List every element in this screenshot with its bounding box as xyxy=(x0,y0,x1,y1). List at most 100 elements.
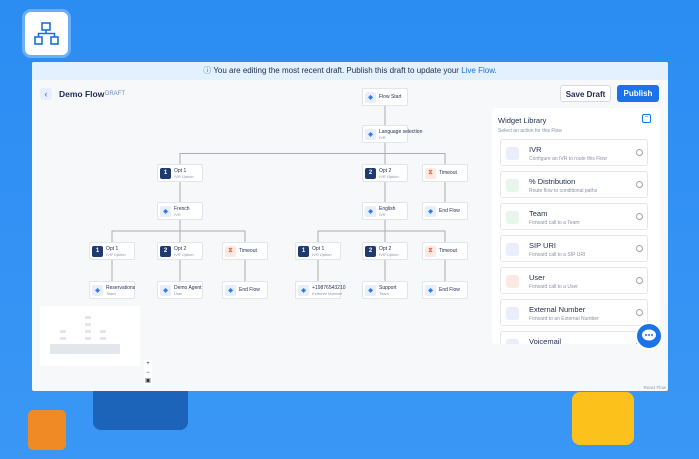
item-desc: Forward call to a User xyxy=(529,284,578,290)
flow-node[interactable]: 2 Opt 2 IVR Option xyxy=(157,242,203,260)
decor-orange xyxy=(28,410,66,450)
item-icon xyxy=(506,147,519,160)
node-sub: IVR xyxy=(379,211,386,217)
node-text: Timeout xyxy=(439,248,457,254)
option-badge: 1 xyxy=(298,245,309,257)
item-desc: Forward to an External Number xyxy=(529,316,599,322)
add-icon xyxy=(636,277,643,284)
node-icon: ◈ xyxy=(160,205,171,217)
node-label: English xyxy=(379,205,396,212)
item-name: User xyxy=(529,273,545,282)
flow-node[interactable]: 2 Opt 2 IVR Option xyxy=(362,164,408,182)
node-sub: IVR Option xyxy=(174,173,194,179)
status: DRAFT xyxy=(105,91,125,97)
flow-node[interactable]: 1 Opt 1 IVR Option xyxy=(157,164,203,182)
item-desc: Forward call to a SIP URI xyxy=(529,252,586,258)
item-name: Voicemail xyxy=(529,337,562,344)
widget-library: Widget Library Select an action for this… xyxy=(492,108,660,344)
node-label: Demo Agent xyxy=(174,284,202,291)
flow-node[interactable]: ◈ French IVR xyxy=(157,202,203,220)
item-desc: Route flow to conditional paths xyxy=(529,188,598,194)
flow-node[interactable]: ◈ End Flow xyxy=(222,281,268,299)
back-button[interactable]: ‹ xyxy=(40,88,52,100)
node-sub: IVR xyxy=(379,134,386,140)
node-label: Language selection xyxy=(379,128,423,135)
node-label: Timeout xyxy=(439,170,457,176)
option-badge: 1 xyxy=(92,245,103,257)
node-sub: Team xyxy=(106,290,116,296)
flow-node[interactable]: ◈ End Flow xyxy=(422,202,468,220)
library-item[interactable]: IVR Configure an IVR to route this Flow xyxy=(500,139,648,166)
flow-node[interactable]: ⧖ Timeout xyxy=(422,164,468,182)
node-text: Timeout xyxy=(439,170,457,176)
node-text: Language selection IVR xyxy=(379,129,422,140)
flow-node[interactable]: ⧖ Timeout xyxy=(222,242,268,260)
node-label: Opt 1 xyxy=(312,245,325,252)
banner-text: You are editing the most recent draft. P… xyxy=(213,66,459,75)
decor-blue xyxy=(93,385,188,430)
node-label: Opt 2 xyxy=(379,167,392,174)
node-sub: External Number xyxy=(312,290,343,296)
node-text: Timeout xyxy=(239,248,257,254)
node-text: Opt 2 IVR Option xyxy=(379,168,399,179)
node-icon: ⧖ xyxy=(425,167,436,179)
node-icon: ⧖ xyxy=(225,245,236,257)
app-icon[interactable] xyxy=(25,12,68,55)
node-text: Opt 2 IVR Option xyxy=(379,246,399,257)
node-label: +19876543210 xyxy=(312,284,346,291)
node-sub: IVR xyxy=(174,211,181,217)
node-label: Opt 1 xyxy=(174,167,187,174)
option-badge: 1 xyxy=(160,167,171,179)
flow-node[interactable]: 1 Opt 1 IVR Option xyxy=(89,242,135,260)
node-text: End Flow xyxy=(439,208,460,214)
chat-button[interactable] xyxy=(635,322,663,350)
node-text: Support Team xyxy=(379,285,397,296)
collapse-button[interactable]: − xyxy=(642,114,651,123)
library-item[interactable]: SIP URI Forward call to a SIP URI xyxy=(500,235,648,262)
flow-node[interactable]: 1 Opt 1 IVR Option xyxy=(295,242,341,260)
node-label: Opt 2 xyxy=(174,245,187,252)
node-icon: ⧖ xyxy=(425,245,436,257)
banner-link[interactable]: Live Flow. xyxy=(461,66,497,75)
option-badge: 2 xyxy=(160,245,171,257)
node-icon: ◈ xyxy=(365,128,376,140)
node-icon: ◈ xyxy=(365,284,376,296)
node-label: Timeout xyxy=(239,248,257,254)
node-text: Demo Agent User xyxy=(174,285,202,296)
edge xyxy=(179,220,246,242)
flow-node[interactable]: ⧖ Timeout xyxy=(422,242,468,260)
window: ⓘ You are editing the most recent draft.… xyxy=(32,62,668,391)
flow-node[interactable]: ◈ English IVR xyxy=(362,202,408,220)
flow-title: Demo Flow xyxy=(59,89,105,99)
item-icon xyxy=(506,275,519,288)
flow-node[interactable]: 2 Opt 2 IVR Option xyxy=(362,242,408,260)
flow-node[interactable]: ◈ Language selection IVR xyxy=(362,125,422,143)
node-sub: IVR Option xyxy=(312,251,332,257)
edge xyxy=(384,143,446,164)
zoom-controls[interactable]: + − ▣ xyxy=(144,360,152,386)
flow-node[interactable]: ◈ Reservations Team xyxy=(89,281,135,299)
node-label: Flow Start xyxy=(379,94,402,100)
library-item[interactable]: VoicemailForward call to Voicemail xyxy=(500,331,648,344)
library-item[interactable]: Team Forward call to a Team xyxy=(500,203,648,230)
flow-node[interactable]: ◈ Flow Start xyxy=(362,88,408,106)
node-sub: IVR Option xyxy=(106,251,126,257)
node-icon: ◈ xyxy=(225,284,236,296)
library-item[interactable]: % Distribution Route flow to conditional … xyxy=(500,171,648,198)
edge xyxy=(317,220,386,242)
library-item[interactable]: External Number Forward to an External Nu… xyxy=(500,299,648,326)
flow-node[interactable]: ◈ +19876543210 External Number xyxy=(295,281,346,299)
save-draft-button[interactable]: Save Draft xyxy=(560,85,611,102)
flow-node[interactable]: ◈ Demo Agent User xyxy=(157,281,203,299)
library-item[interactable]: User Forward call to a User xyxy=(500,267,648,294)
item-name: IVR xyxy=(529,145,542,154)
edges xyxy=(111,106,446,281)
add-icon xyxy=(636,149,643,156)
flow-node[interactable]: ◈ Support Team xyxy=(362,281,408,299)
library-title: Widget Library xyxy=(498,116,547,125)
edge xyxy=(111,220,181,242)
node-sub: IVR Option xyxy=(174,251,194,257)
node-text: Reservations Team xyxy=(106,285,135,296)
flow-node[interactable]: ◈ End Flow xyxy=(422,281,468,299)
publish-button[interactable]: Publish xyxy=(617,85,659,102)
